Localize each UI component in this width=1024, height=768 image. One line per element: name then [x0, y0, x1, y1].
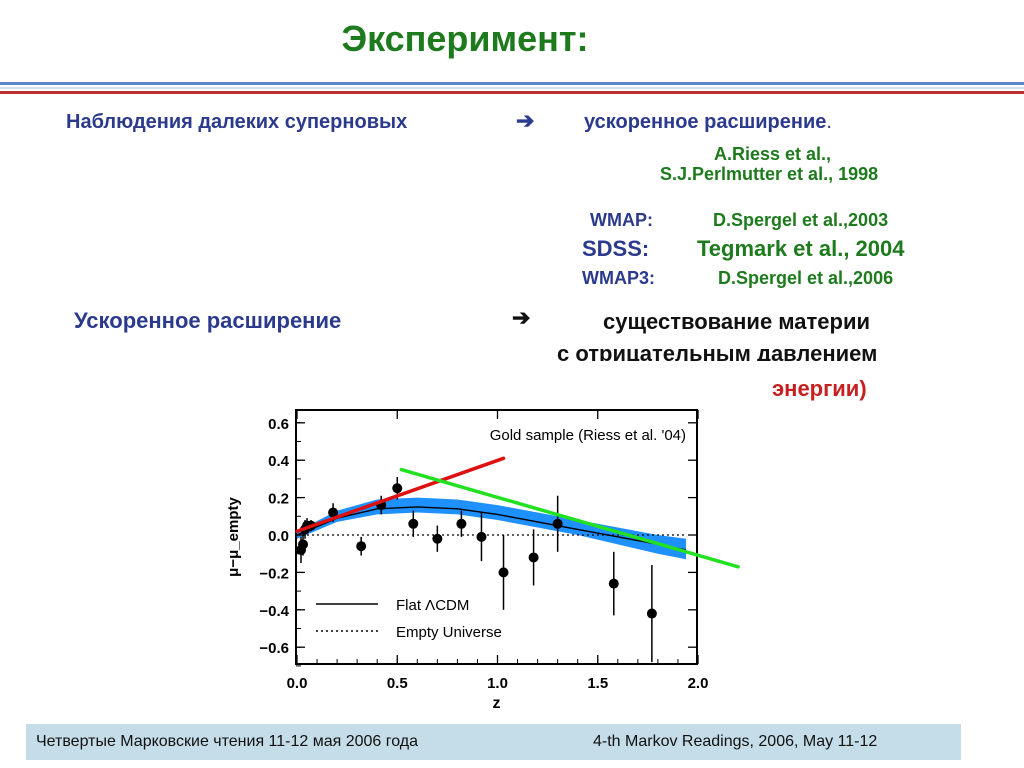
survey-key-wmap: WMAP: — [590, 210, 653, 230]
divider-blue — [0, 82, 1024, 85]
hubble-residual-chart: 0.6 0.4 0.2 0.0 −0.2 −0.4 −0.6 0.0 0.5 1.0 1.5 2.0 z… — [225, 409, 740, 712]
data-point — [646, 608, 657, 619]
observations-result-text: ускоренное расширение — [584, 111, 827, 133]
divider-light — [0, 87, 1024, 89]
data-point — [392, 483, 403, 494]
series-flat-lcdm — [296, 506, 687, 551]
data-point — [356, 541, 367, 552]
footer-left-text: Четвертые Марковские чтения 11-12 мая 20… — [36, 733, 419, 750]
x-tick-label: 0.0 — [287, 675, 308, 692]
footer-right-text: 4-th Markov Readings, 2006, May 11-12 — [593, 733, 878, 750]
x-tick-label: 1.5 — [587, 675, 608, 692]
data-point — [608, 578, 619, 589]
survey-key-wmap3: WMAP3: — [582, 268, 655, 288]
data-point — [456, 518, 467, 529]
plot-area — [296, 477, 687, 663]
conclusion-line-2: с отрицательным давлением — [557, 341, 878, 361]
y-tick-label: −0.6 — [259, 640, 289, 657]
y-tick-label: 0.4 — [268, 453, 290, 470]
survey-value-wmap: D.Spergel et al.,2003 — [713, 210, 889, 230]
observations-result: ускоренное расширение. — [584, 111, 832, 134]
arrow-icon: ➔ — [516, 108, 535, 133]
arrow-icon: ➔ — [512, 305, 531, 330]
survey-value-wmap3: D.Spergel et al.,2006 — [718, 268, 894, 288]
y-axis-label: μ−μ_empty — [225, 497, 242, 577]
legend-label: Empty Universe — [396, 624, 502, 641]
overlay-line-red — [295, 456, 506, 534]
observations-label: Наблюдения далеких суперновых — [66, 111, 408, 133]
reference-riess: A.Riess et al., — [714, 144, 832, 164]
x-axis-label: z — [493, 695, 501, 712]
overlay-line-green — [399, 467, 740, 569]
survey-key-sdss: SDSS: — [582, 236, 650, 261]
x-tick-label: 1.0 — [487, 675, 508, 692]
data-point — [552, 518, 563, 529]
chart-title: Gold sample (Riess et al. '04) — [490, 427, 686, 444]
survey-value-sdss: Tegmark et al., 2004 — [697, 236, 905, 261]
slide-title: Эксперимент: — [341, 18, 589, 59]
y-tick-label: −0.4 — [259, 603, 289, 620]
acceleration-label: Ускоренное расширение — [74, 308, 342, 333]
y-tick-label: 0.6 — [268, 416, 289, 433]
plot-frame — [295, 409, 698, 665]
x-tick-label: 0.5 — [387, 675, 408, 692]
data-point — [328, 507, 339, 518]
data-point — [432, 533, 443, 544]
observations-result-period: . — [826, 111, 832, 133]
legend-label: Flat ΛCDM — [396, 597, 469, 614]
data-point — [298, 539, 309, 550]
divider-red — [0, 91, 1024, 94]
data-point — [498, 567, 509, 578]
conclusion-line-3: энергии) — [772, 376, 867, 401]
data-point — [476, 531, 487, 542]
data-point — [408, 518, 419, 529]
y-tick-label: 0.2 — [268, 491, 289, 508]
data-point — [528, 552, 539, 563]
lcdm-confidence-band — [297, 497, 686, 560]
reference-perlmutter: S.J.Perlmutter et al., 1998 — [660, 164, 879, 184]
conclusion-line-1: существование материи — [603, 309, 871, 334]
y-tick-label: 0.0 — [268, 528, 289, 545]
y-tick-label: −0.2 — [259, 565, 289, 582]
footer-bar: Четвертые Марковские чтения 11-12 мая 20… — [26, 724, 961, 760]
x-tick-label: 2.0 — [688, 675, 709, 692]
